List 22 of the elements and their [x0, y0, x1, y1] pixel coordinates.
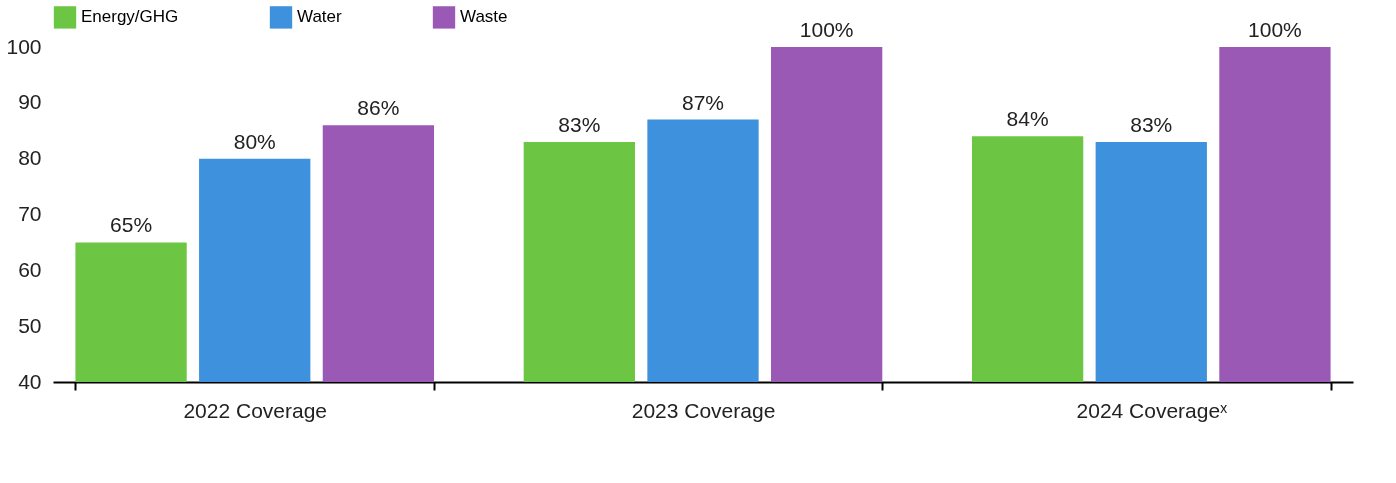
data-label: 83% — [1130, 112, 1173, 136]
x-tick-label: 2023 Coverage — [631, 398, 776, 422]
data-label: 65% — [110, 213, 153, 237]
data-label: 100% — [1248, 18, 1302, 41]
y-tick-label: 90 — [18, 90, 42, 114]
y-tick-label: 70 — [18, 202, 42, 225]
data-label: 83% — [558, 112, 601, 136]
y-tick-label: 60 — [18, 257, 42, 281]
data-label: 84% — [1006, 107, 1049, 131]
y-tick-label: 80 — [18, 146, 42, 170]
data-label: 100% — [799, 18, 854, 41]
y-tick-label: 50 — [18, 313, 42, 337]
x-tick-label: 2022 Coverage — [183, 398, 328, 422]
x-tick-label: 2024 Coverageˣ — [1076, 398, 1228, 422]
legend-label: Energy/GHG — [81, 7, 179, 27]
data-label: 80% — [233, 129, 276, 153]
legend-label: Water — [297, 7, 343, 27]
data-label: 87% — [681, 90, 725, 114]
data-label: 86% — [357, 96, 400, 120]
y-tick-label: 40 — [18, 369, 42, 393]
y-tick-label: 100 — [6, 34, 42, 58]
legend-label: Waste — [460, 7, 508, 27]
